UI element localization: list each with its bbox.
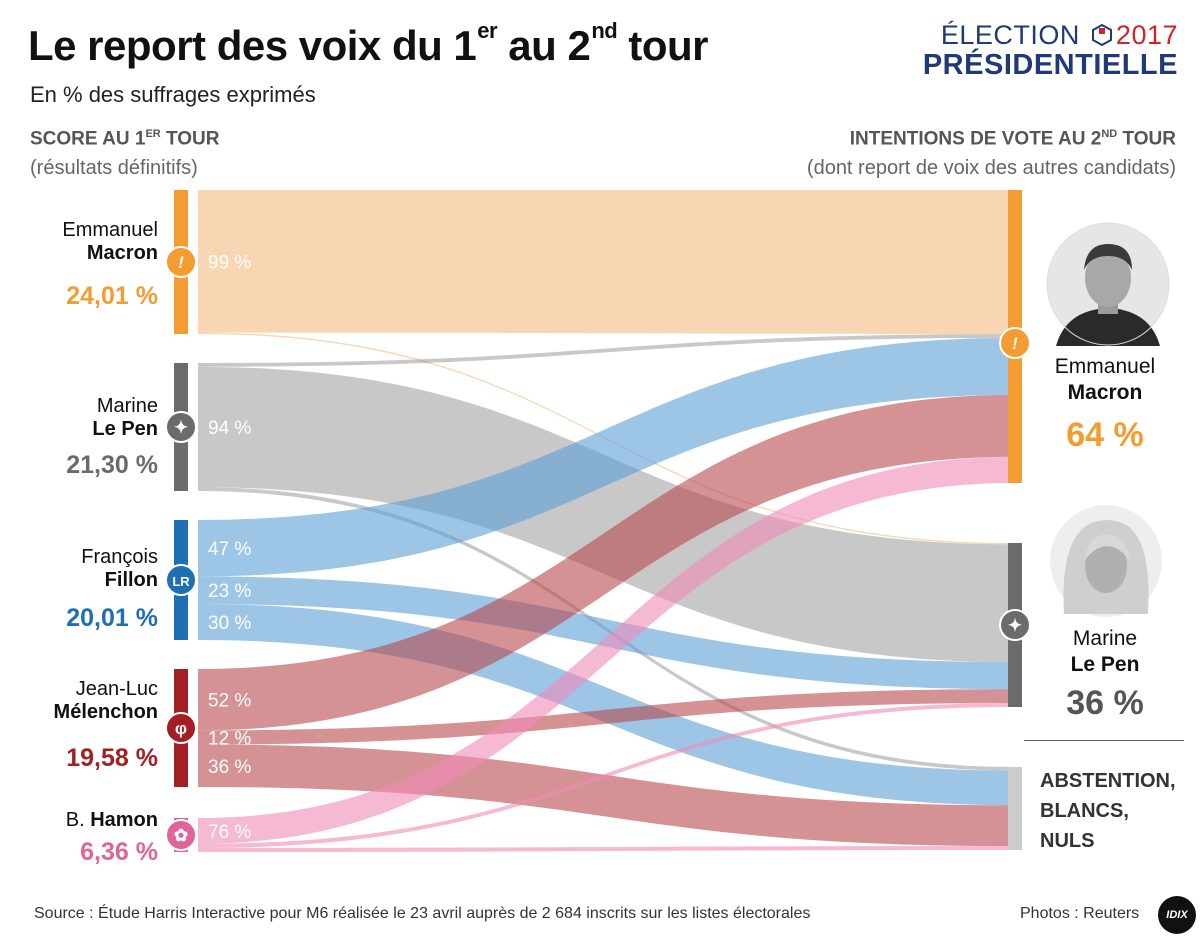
flame-icon-glyph: ✦ xyxy=(174,418,188,437)
first-round-fillon-name: François Fillon xyxy=(81,546,158,591)
flow-melenchon-to-abstention xyxy=(198,744,1014,847)
first-round-fillon-score: 20,01 % xyxy=(66,604,158,632)
second-round-bar-abstention xyxy=(1008,767,1022,850)
flow-label-macron-to-macron: 99 % xyxy=(208,252,251,273)
flame-icon-glyph: ✦ xyxy=(1008,616,1022,635)
chart-subtitle: En % des suffrages exprimés xyxy=(30,82,316,107)
title-text-3: tour xyxy=(617,22,709,69)
second-round-macron-name: Emmanuel Macron xyxy=(1054,355,1156,404)
flow-label-fillon-to-abstention: 30 % xyxy=(208,613,251,634)
flow-fillon-to-lepen xyxy=(198,576,1014,690)
flow-label-melenchon-to-abstention: 36 % xyxy=(208,757,251,778)
flow-hamon-to-abstention xyxy=(198,846,1014,852)
flow-macron-to-macron xyxy=(198,190,1014,335)
phi-logo-icon xyxy=(165,712,197,744)
ballot-box-icon xyxy=(1091,23,1112,47)
flow-lepen-to-lepen xyxy=(198,366,1014,663)
phi-logo-icon-glyph: φ xyxy=(175,719,187,738)
macron-logo-icon-glyph: ! xyxy=(1012,334,1018,353)
flow-hamon-to-lepen xyxy=(198,703,1014,848)
first-round-hamon-name: B. Hamon xyxy=(65,809,158,831)
left-column-header: SCORE AU 1ER TOUR xyxy=(30,128,220,150)
second-round-abstention-label: ABSTENTION, BLANCS, NULS xyxy=(1040,770,1176,852)
macron-photo xyxy=(1046,222,1170,346)
flow-fillon-to-macron xyxy=(198,337,1014,577)
first-round-hamon-score: 6,36 % xyxy=(80,838,158,866)
election-logo: ÉLECTION 2017 PRÉSIDENTIELLE xyxy=(923,20,1178,82)
flow-label-melenchon-to-lepen: 12 % xyxy=(208,728,251,749)
right-column-subheader: (dont report de voix des autres candidat… xyxy=(806,157,1176,179)
rose-icon xyxy=(165,819,197,851)
idix-logo: IDIX xyxy=(1158,896,1196,934)
lr-logo-icon xyxy=(165,564,197,596)
second-round-macron-score: 64 % xyxy=(1066,416,1144,454)
macron-logo-icon xyxy=(165,246,197,278)
lr-logo-icon-glyph: LR xyxy=(172,574,190,589)
macron-logo-icon-glyph: ! xyxy=(178,253,184,272)
second-round-lepen-score: 36 % xyxy=(1066,684,1144,722)
flow-label-fillon-to-lepen: 23 % xyxy=(208,581,251,602)
flame-icon xyxy=(999,609,1031,641)
first-round-lepen-score: 21,30 % xyxy=(66,451,158,479)
flow-melenchon-to-lepen xyxy=(198,689,1014,745)
source-note: Source : Étude Harris Interactive pour M… xyxy=(34,905,811,922)
first-round-macron-score: 24,01 % xyxy=(66,282,158,310)
first-round-lepen-name: Marine Le Pen xyxy=(92,395,158,440)
right-column-header: INTENTIONS DE VOTE AU 2ND TOUR xyxy=(849,128,1176,150)
first-round-macron-name: Emmanuel Macron xyxy=(62,219,158,264)
flow-label-fillon-to-macron: 47 % xyxy=(208,539,251,560)
title-sup-2: nd xyxy=(591,18,618,43)
title-text-1: Le report des voix du 1 xyxy=(28,22,477,69)
macron-logo-icon xyxy=(999,327,1031,359)
flow-melenchon-to-macron xyxy=(198,394,1014,731)
lepen-photo xyxy=(1050,505,1162,617)
flow-label-hamon-to-macron: 76 % xyxy=(208,822,251,843)
abstention-divider xyxy=(1024,740,1184,741)
logo-election-text: ÉLECTION xyxy=(940,20,1080,50)
title-text-2: au 2 xyxy=(497,22,591,69)
flow-lepen-to-macron xyxy=(198,334,1014,367)
second-round-lepen-name: Marine Le Pen xyxy=(1070,627,1140,676)
title-sup-1: er xyxy=(477,18,498,43)
photo-credit: Photos : Reuters xyxy=(1020,905,1140,922)
flame-icon xyxy=(165,411,197,443)
flow-hamon-to-macron xyxy=(198,456,1014,844)
first-round-melenchon-name: Jean-Luc Mélenchon xyxy=(53,678,158,723)
chart-title: Le report des voix du 1er au 2nd tour xyxy=(28,18,709,70)
flow-label-lepen-to-lepen: 94 % xyxy=(208,418,251,439)
logo-year: 2017 xyxy=(1115,20,1178,50)
rose-icon-glyph: ✿ xyxy=(174,826,188,845)
logo-presidential-text: PRÉSIDENTIELLE xyxy=(922,49,1178,81)
left-column-subheader: (résultats définitifs) xyxy=(30,157,198,179)
flow-label-melenchon-to-macron: 52 % xyxy=(208,691,251,712)
first-round-melenchon-score: 19,58 % xyxy=(66,744,158,772)
